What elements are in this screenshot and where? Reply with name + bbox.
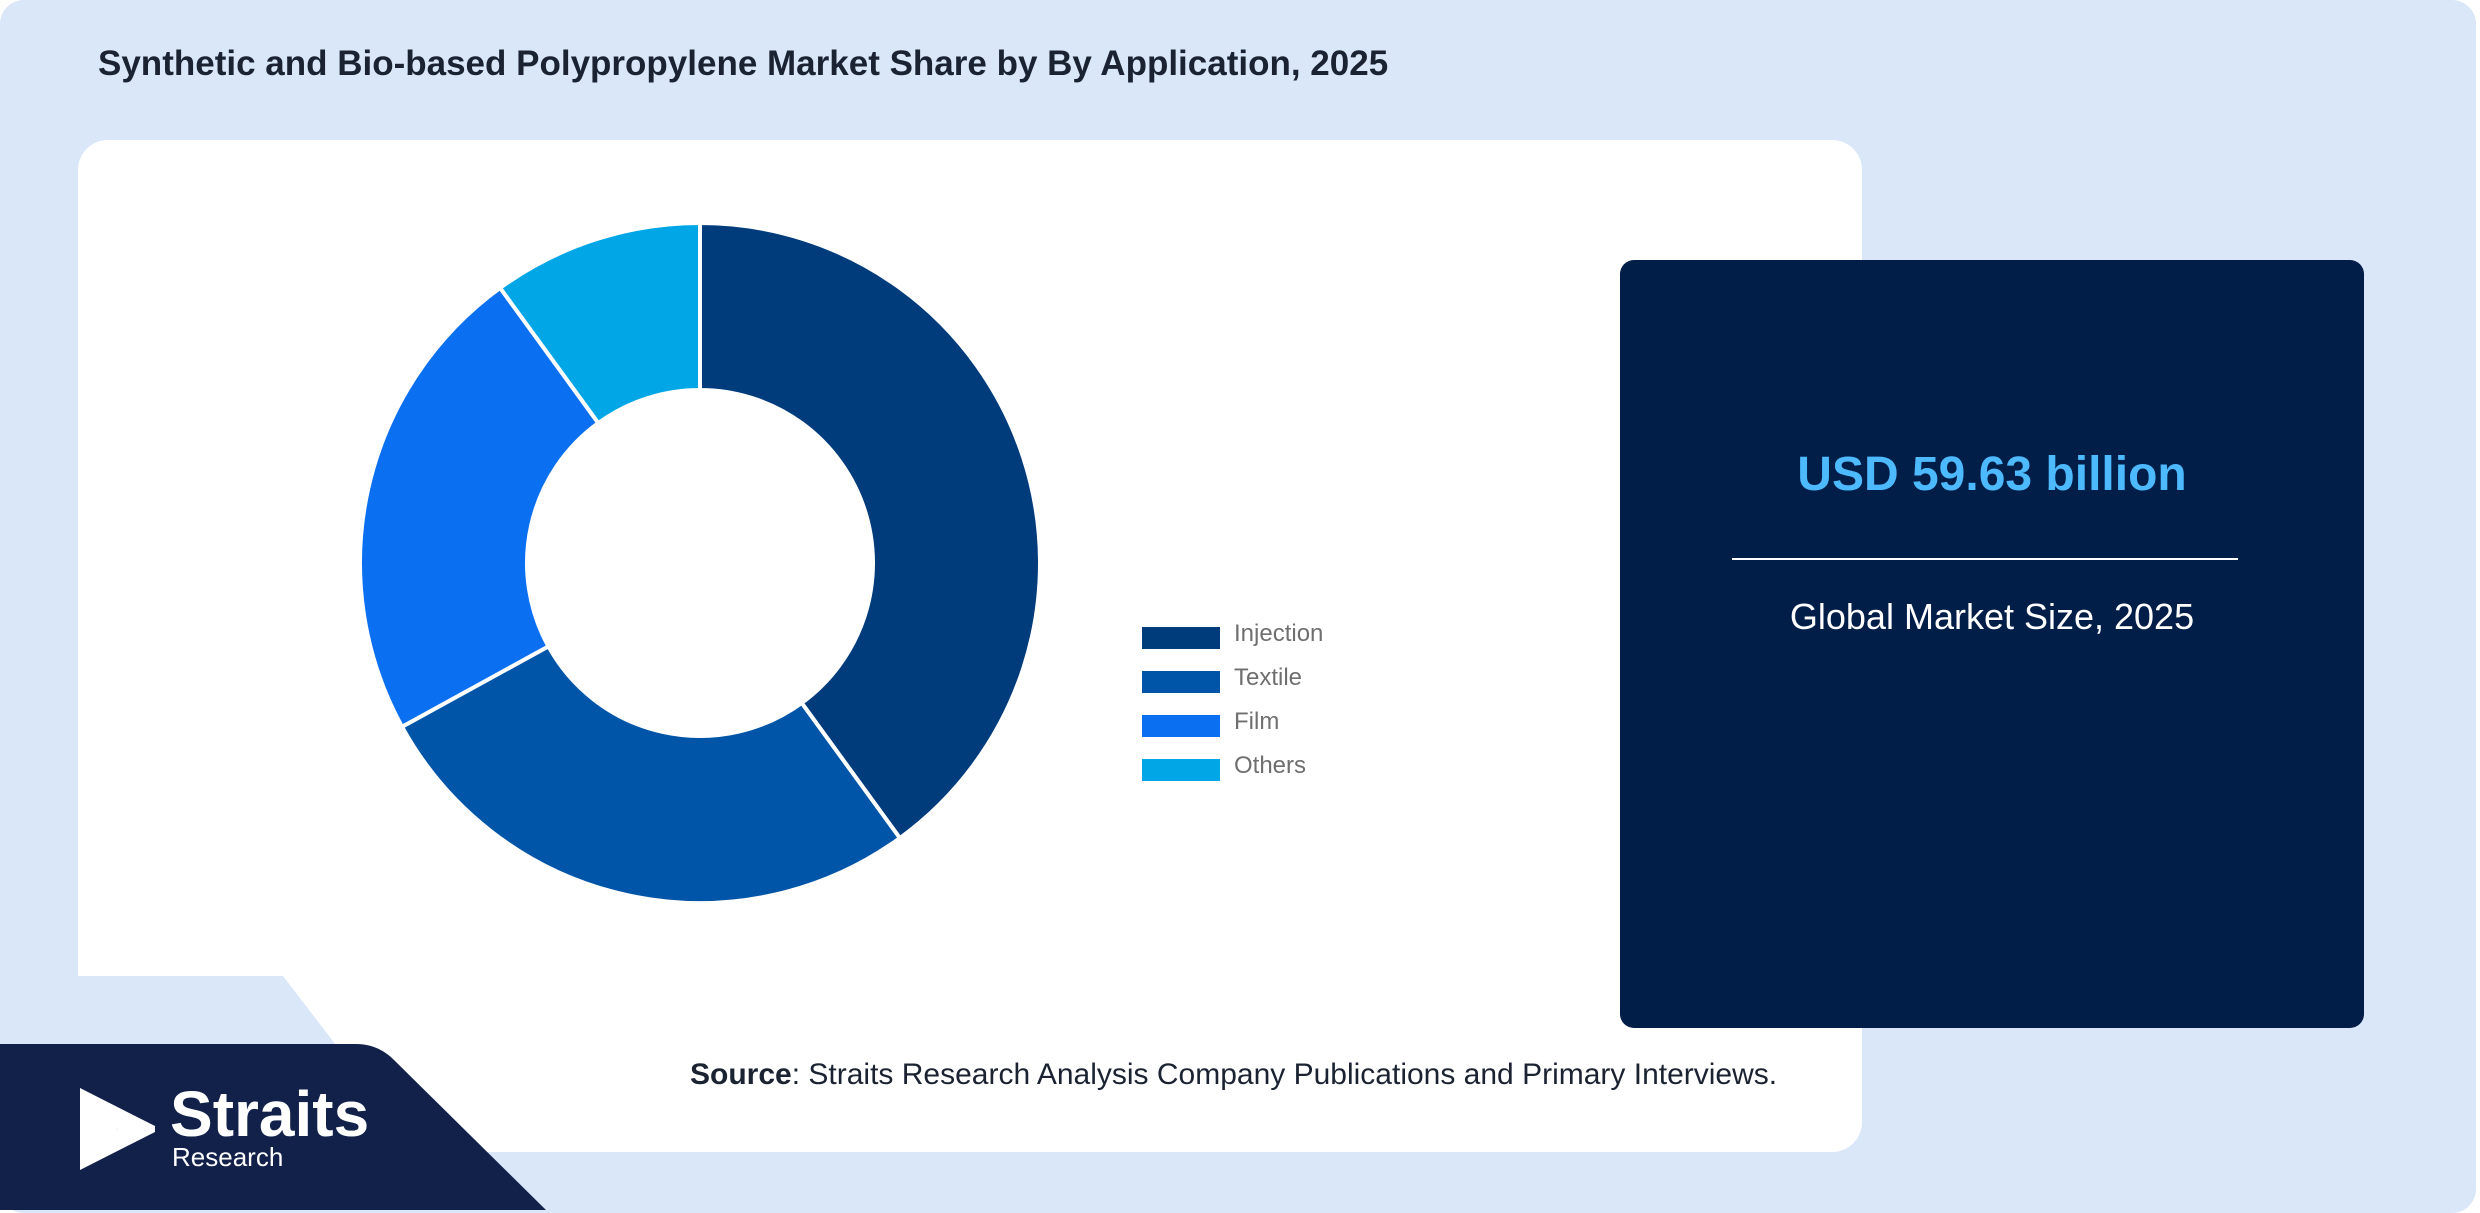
brand-subtitle: Research <box>172 1142 284 1172</box>
legend-swatch <box>1142 759 1220 781</box>
legend-label: Textile <box>1234 664 1303 691</box>
legend-swatch <box>1142 715 1220 737</box>
donut-chart <box>358 220 1042 905</box>
source-text: : Straits Research Analysis Company Publ… <box>791 1058 1778 1091</box>
legend-label: Others <box>1234 752 1307 779</box>
source-note: Source: Straits Research Analysis Compan… <box>690 1058 1777 1092</box>
donut-slice-injection <box>698 220 1042 841</box>
chart-card: Injection Textile Film Others <box>78 140 1862 1152</box>
brand-band <box>0 1044 546 1210</box>
brand-name: Straits <box>170 1078 370 1150</box>
source-label: Source <box>690 1058 792 1091</box>
market-size-label: Global Market Size, 2025 <box>1789 596 2195 637</box>
legend-swatch <box>1142 671 1220 693</box>
chart-title: Synthetic and Bio-based Polypropylene Ma… <box>98 44 1389 83</box>
donut-slice-film <box>358 285 602 730</box>
donut-slice-others <box>497 220 702 426</box>
legend-label: Injection <box>1234 620 1324 647</box>
panel-divider <box>1732 558 2238 560</box>
legend-swatch <box>1142 627 1220 649</box>
legend-label: Film <box>1234 708 1280 735</box>
market-size-panel: USD 59.63 billion Global Market Size, 20… <box>1620 260 2364 1028</box>
donut-slice-textile <box>399 643 903 905</box>
market-size-value: USD 59.63 billion <box>1797 448 2187 501</box>
